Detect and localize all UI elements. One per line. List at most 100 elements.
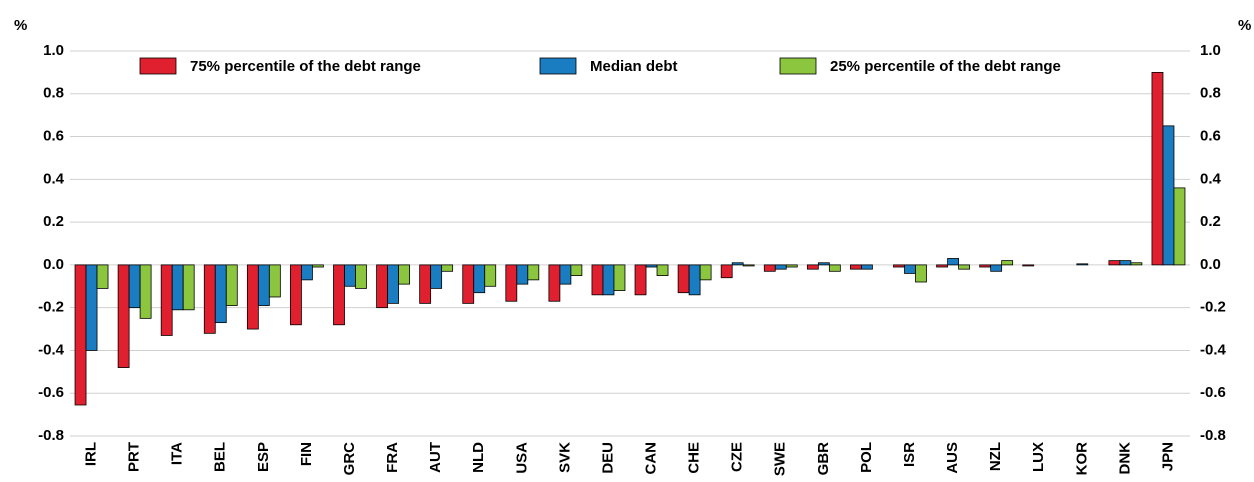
bar [290,264,302,326]
y-tick-label: -0.6 [38,384,64,401]
bar [344,264,356,287]
legend-swatch [139,57,177,75]
bar [473,264,486,294]
bar [171,264,184,311]
bar [1130,262,1143,266]
legend-label: 75% percentile of the debt range [190,58,421,75]
bar [1108,260,1121,266]
bar [74,264,87,406]
y2-tick-label: -0.8 [1200,427,1226,444]
bar [936,264,948,268]
x-tick-label: CZE [729,442,746,472]
legend-label: 25% percentile of the debt range [830,58,1061,75]
bar [850,264,862,270]
bar [861,264,873,270]
y-tick-label: 0.4 [43,170,65,187]
legend-swatch [539,57,577,75]
y2-tick-label: -0.6 [1200,384,1226,401]
x-tick-label: GRC [341,442,358,476]
y-tick-label: -0.8 [38,427,64,444]
x-tick-label: POL [858,442,875,473]
x-tick-label: FRA [384,442,401,473]
bar [203,264,216,334]
bar [301,264,313,281]
y2-tick-label: 0.8 [1200,85,1221,102]
bar [387,264,399,304]
bar [742,264,755,267]
bar [484,264,497,287]
bar [785,264,798,268]
bar [893,264,905,268]
x-tick-label: PRT [126,442,143,472]
bar [817,262,830,266]
y-unit-right: % [1238,17,1251,34]
bar [677,264,690,294]
bar [634,264,647,296]
bar [613,264,626,291]
bar [656,264,669,276]
bar [128,264,141,309]
x-tick-label: USA [513,442,530,474]
bar [355,264,367,289]
bar [1173,187,1186,266]
bar [720,264,733,279]
bar [246,264,259,330]
x-tick-label: JPN [1159,442,1176,471]
y-tick-label: 0.2 [43,213,64,230]
bar [117,264,130,368]
bar [1076,263,1089,266]
bar [1001,260,1014,266]
legend-label: Median debt [590,58,678,75]
y-tick-label: 1.0 [43,42,64,59]
y-tick-label: 0.0 [43,256,64,273]
x-tick-label: FIN [298,442,315,466]
bar [591,264,604,296]
bar [398,264,410,285]
legend-swatch [779,57,817,75]
bar [688,264,701,296]
bar [548,264,561,302]
bar [462,264,475,304]
bar [160,264,173,336]
y-tick-label: 0.8 [43,85,64,102]
x-tick-label: SVK [556,442,573,473]
y-tick-label: 0.6 [43,128,64,145]
bar [958,264,970,270]
bar [96,264,109,289]
bar [268,264,281,298]
bar [979,264,992,268]
bar [570,264,583,276]
bar [376,264,388,309]
bar [225,264,238,306]
y2-tick-label: -0.2 [1200,299,1226,316]
y-unit-left: % [14,17,27,34]
x-tick-label: DNK [1116,442,1133,475]
x-tick-label: GBR [815,442,832,476]
bar [763,264,776,272]
bar [602,264,615,296]
bar [915,264,927,283]
y2-tick-label: 0.6 [1200,128,1221,145]
bar [214,264,227,324]
bar [731,262,744,266]
bar [774,264,787,270]
x-tick-label: IRL [83,442,100,466]
bar [505,264,518,302]
bar [85,264,98,351]
bar [139,264,152,319]
x-tick-label: NZL [987,442,1004,471]
y2-tick-label: 0.2 [1200,213,1221,230]
bar [441,264,454,272]
bar [516,264,529,285]
x-tick-label: AUT [427,442,444,473]
x-tick-label: CHE [686,442,703,474]
x-tick-label: ITA [169,442,186,465]
bar [559,264,572,285]
x-tick-label: AUS [944,442,961,474]
bar [904,264,916,274]
bar [947,258,959,266]
bar [1162,125,1175,266]
x-tick-label: BEL [212,442,229,472]
y-tick-label: -0.2 [38,299,64,316]
